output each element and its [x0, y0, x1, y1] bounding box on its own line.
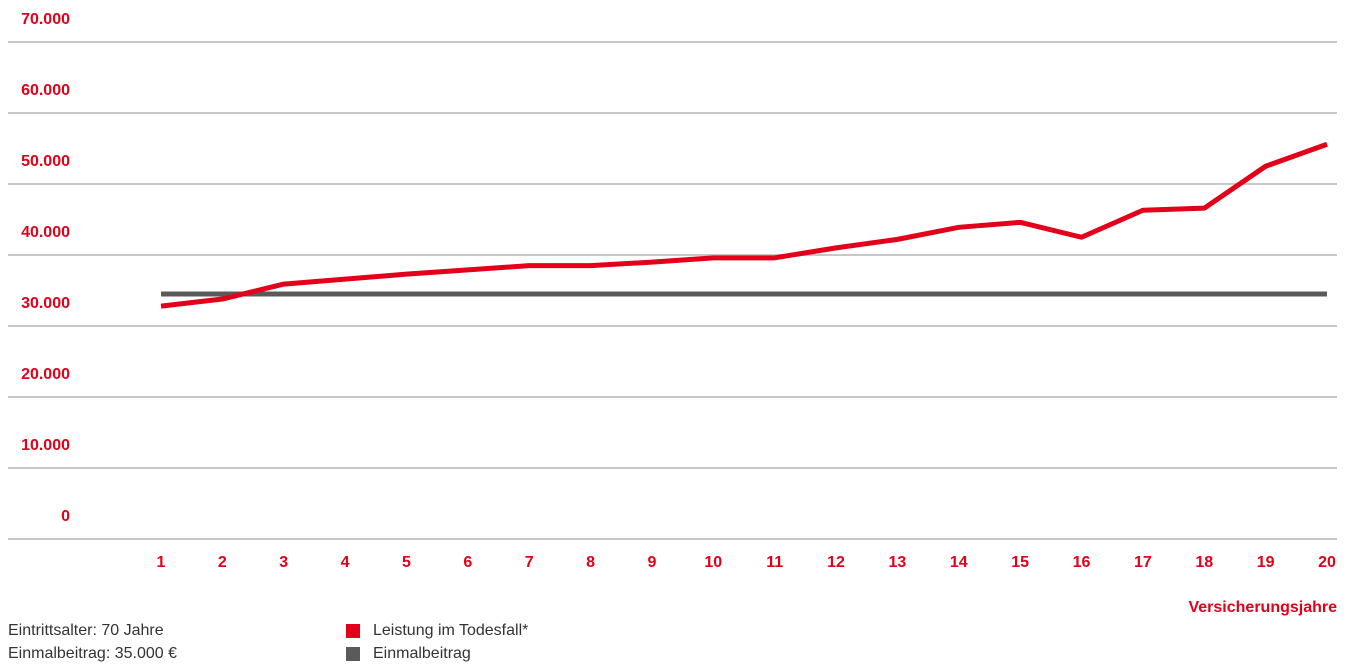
y-tick-label: 40.000 — [21, 224, 70, 241]
y-tick-label: 30.000 — [21, 295, 70, 312]
y-tick-label: 20.000 — [21, 366, 70, 383]
y-tick-label: 50.000 — [21, 153, 70, 170]
note: Eintrittsalter: 70 Jahre — [8, 622, 164, 639]
y-tick-label: 0 — [61, 508, 70, 525]
x-tick-label: 5 — [402, 554, 411, 571]
x-axis-label: Versicherungsjahre — [1188, 599, 1337, 616]
legend-swatch — [346, 624, 360, 638]
note: Einmalbeitrag: 35.000 € — [8, 645, 177, 662]
x-tick-label: 8 — [586, 554, 595, 571]
x-tick-label: 18 — [1195, 554, 1213, 571]
x-tick-label: 14 — [950, 554, 968, 571]
y-tick-label: 10.000 — [21, 437, 70, 454]
y-tick-label: 60.000 — [21, 82, 70, 99]
x-tick-label: 20 — [1318, 554, 1336, 571]
x-tick-label: 13 — [889, 554, 907, 571]
x-tick-label: 7 — [525, 554, 534, 571]
legend-swatch — [346, 647, 360, 661]
legend-label: Einmalbeitrag — [373, 645, 471, 662]
legend-label: Leistung im Todesfall* — [373, 622, 528, 639]
data-line — [160, 141, 1328, 309]
x-tick-label: 19 — [1257, 554, 1275, 571]
x-tick-label: 2 — [218, 554, 227, 571]
x-tick-label: 16 — [1073, 554, 1091, 571]
x-tick-label: 11 — [766, 554, 783, 571]
y-tick-label: 70.000 — [21, 11, 70, 28]
x-tick-label: 6 — [463, 554, 472, 571]
x-tick-label: 1 — [157, 554, 166, 571]
x-tick-label: 4 — [341, 554, 350, 571]
x-tick-label: 3 — [279, 554, 288, 571]
x-tick-label: 10 — [704, 554, 722, 571]
x-tick-label: 12 — [827, 554, 845, 571]
x-tick-label: 9 — [647, 554, 656, 571]
x-tick-label: 17 — [1134, 554, 1152, 571]
x-tick-label: 15 — [1011, 554, 1029, 571]
